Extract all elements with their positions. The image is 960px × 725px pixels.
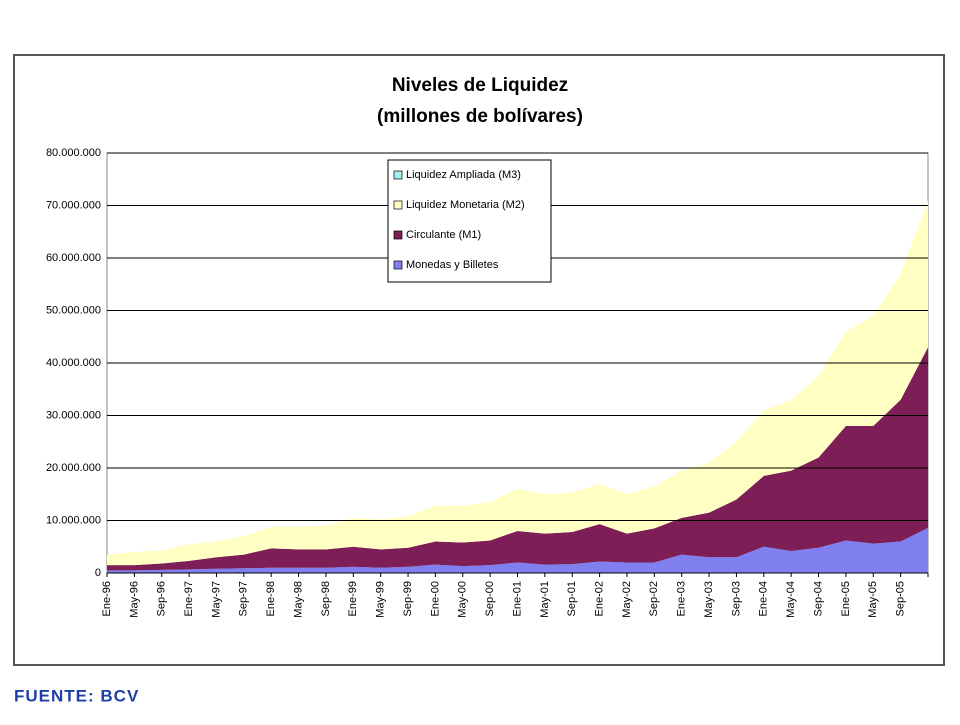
x-tick-label: Ene-96: [101, 581, 113, 616]
x-tick-label: Sep-03: [730, 581, 742, 616]
y-tick-label: 20.000.000: [46, 462, 101, 474]
y-tick-label: 40.000.000: [46, 357, 101, 369]
x-tick-label: May-98: [292, 581, 304, 618]
y-tick-label: 10.000.000: [46, 514, 101, 526]
x-tick-label: Sep-05: [895, 581, 907, 616]
legend-swatch: [393, 260, 403, 270]
x-tick-label: May-01: [539, 581, 551, 618]
x-tick-label: Sep-01: [566, 581, 578, 616]
y-tick-label: 50.000.000: [46, 304, 101, 316]
x-tick-label: May-96: [128, 581, 140, 618]
source: FUENTE: BCV: [14, 686, 139, 705]
y-tick-label: 0: [95, 567, 101, 579]
legend-swatch: [393, 200, 403, 210]
x-tick-label: Ene-04: [758, 581, 770, 616]
legend-label: Liquidez Monetaria (M2): [406, 199, 525, 211]
x-tick-label: Ene-05: [840, 581, 852, 616]
y-tick-label: 30.000.000: [46, 409, 101, 421]
x-tick-label: Sep-97: [238, 581, 250, 616]
x-tick-label: May-05: [867, 581, 879, 618]
area: [107, 200, 928, 566]
x-tick-label: May-03: [703, 581, 715, 618]
x-tick-label: Sep-99: [402, 581, 414, 616]
y-tick-label: 80.000.000: [46, 147, 101, 159]
area: [107, 527, 928, 573]
legend-swatch: [393, 170, 403, 180]
x-tick-label: Ene-98: [265, 581, 277, 616]
x-tick-label: Ene-03: [676, 581, 688, 616]
x-tick-label: Ene-97: [183, 581, 195, 616]
x-tick-label: Sep-98: [320, 581, 332, 616]
x-tick-label: Ene-00: [429, 581, 441, 616]
x-tick-label: May-00: [457, 581, 469, 618]
x-tick-label: May-04: [785, 581, 797, 618]
legend-label: Monedas y Billetes: [406, 259, 499, 271]
x-tick-label: May-02: [621, 581, 633, 618]
chart-title: Niveles de Liquidez: [392, 75, 568, 96]
legend: [387, 159, 552, 283]
x-tick-label: May-99: [375, 581, 387, 618]
legend-label: Liquidez Ampliada (M3): [406, 169, 521, 181]
x-tick-label: Ene-99: [347, 581, 359, 616]
legend-label: Circulante (M1): [406, 229, 481, 241]
legend-swatch: [393, 230, 403, 240]
x-tick-label: Sep-96: [156, 581, 168, 616]
x-tick-label: Sep-04: [812, 581, 824, 616]
x-tick-label: Ene-01: [511, 581, 523, 616]
area: [107, 347, 928, 571]
y-tick-label: 70.000.000: [46, 199, 101, 211]
x-tick-label: Sep-02: [648, 581, 660, 616]
chart-subtitle: (millones de bolívares): [377, 106, 583, 127]
y-tick-label: 60.000.000: [46, 252, 101, 264]
x-tick-label: May-97: [210, 581, 222, 618]
x-tick-label: Sep-00: [484, 581, 496, 616]
x-tick-label: Ene-02: [594, 581, 606, 616]
